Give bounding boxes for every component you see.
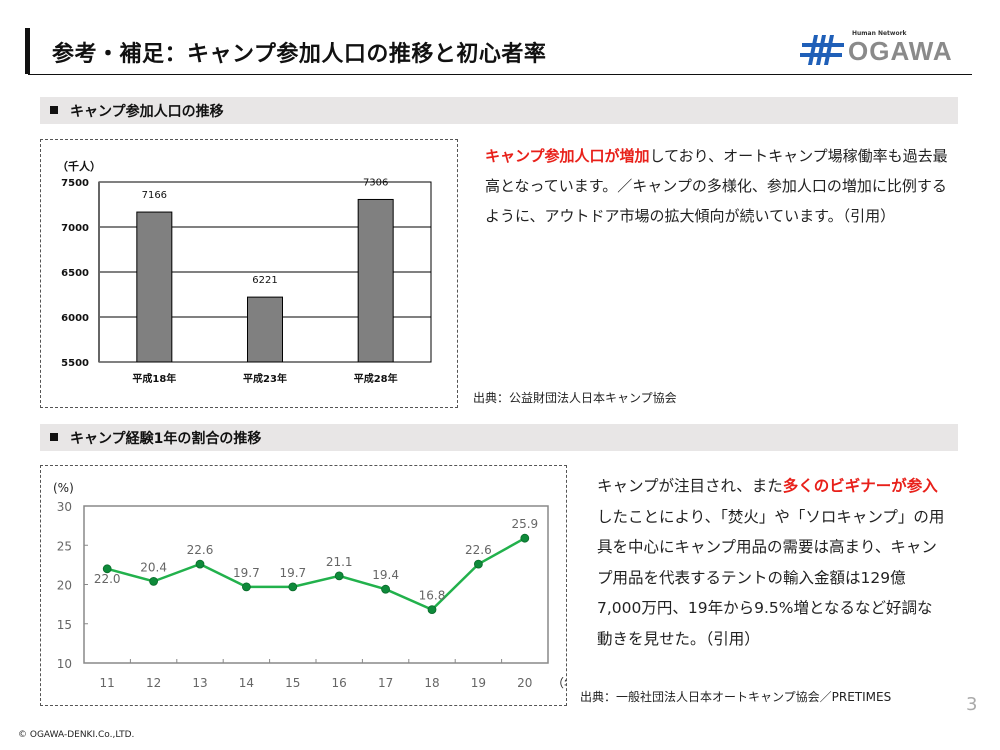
x-tick-label: 19 <box>471 676 486 690</box>
bar-value-label: 7166 <box>142 190 167 201</box>
x-tick-label: 20 <box>517 676 532 690</box>
data-point <box>381 584 391 594</box>
y-tick-label: 6500 <box>61 268 89 279</box>
population-text: しており、オートキャンプ場稼働率も過去最高となっています。／キャンプの多様化、参… <box>485 147 948 225</box>
y-tick-label: 20 <box>57 579 72 593</box>
y-tick-label: 5500 <box>61 358 89 369</box>
beginner-highlight: 多くのビギナーが参入 <box>782 477 938 495</box>
section-heading-population: キャンプ参加人口の推移 <box>40 97 958 124</box>
y-tick-label: 10 <box>57 657 72 671</box>
x-tick-label: 平成23年 <box>243 372 287 385</box>
bar-value-label: 7306 <box>363 177 388 188</box>
bar-chart: 5500 6000 6500 7000 7500 （千人） 7166 平成18年 6221 平成2… <box>57 159 432 385</box>
series-line <box>106 537 526 612</box>
bar-value-label: 6221 <box>252 275 277 286</box>
data-label: 22.0 <box>94 572 121 586</box>
y-tick-label: 6000 <box>61 313 89 324</box>
page-number: 3 <box>966 694 978 715</box>
bar <box>357 198 394 363</box>
data-point <box>102 564 112 574</box>
logo-mark-icon <box>800 35 844 65</box>
x-axis-label: （年） <box>552 676 566 690</box>
data-label: 21.1 <box>326 555 353 569</box>
logo-wordmark: OGAWA <box>848 36 953 66</box>
ogawa-logo: Human Network OGAWA <box>800 30 980 70</box>
x-tick-label: 平成18年 <box>132 372 176 385</box>
y-tick-label: 15 <box>57 618 72 632</box>
title-divider <box>28 74 972 75</box>
line-chart: 10 15 20 25 30 (%) 22.0 11 20.4 12 22.6 13 19.7 14 19.… <box>53 481 588 690</box>
data-point <box>288 582 298 592</box>
section-heading-beginner-rate: キャンプ経験1年の割合の推移 <box>40 424 958 451</box>
y-axis-label: （千人） <box>57 159 101 173</box>
y-tick-label: 7500 <box>61 178 89 189</box>
y-tick-label: 7000 <box>61 223 89 234</box>
x-tick-label: 12 <box>146 676 161 690</box>
data-label: 19.4 <box>372 568 399 582</box>
copyright: © OGAWA-DENKI.Co.,LTD. <box>18 730 135 740</box>
data-label: 19.7 <box>233 566 260 580</box>
data-label: 22.6 <box>465 543 492 557</box>
bar-chart-frame: 5500 6000 6500 7000 7500 （千人） 7166 平成18年 6221 平成2… <box>40 139 458 408</box>
population-source: 出典：公益財団法人日本キャンプ協会 <box>473 391 677 405</box>
data-point <box>241 582 251 592</box>
data-label: 22.6 <box>187 543 214 557</box>
beginner-source: 出典：一般社団法人日本オートキャンプ協会／PRETIMES <box>580 690 892 704</box>
data-point <box>520 533 530 543</box>
data-point <box>334 571 344 581</box>
plot-area <box>83 505 549 664</box>
bullet-square-icon <box>50 106 58 114</box>
data-label: 19.7 <box>279 566 306 580</box>
x-tick-label: 15 <box>285 676 300 690</box>
data-label: 20.4 <box>140 560 167 574</box>
x-tick-label: 11 <box>100 676 115 690</box>
line-chart-frame: 10 15 20 25 30 (%) 22.0 11 20.4 12 22.6 13 19.7 14 19.… <box>40 465 588 706</box>
data-label: 16.8 <box>419 589 446 603</box>
y-axis-label: (%) <box>53 481 74 495</box>
x-tick-label: 14 <box>239 676 254 690</box>
data-point <box>195 559 205 569</box>
x-tick-label: 17 <box>378 676 393 690</box>
data-label: 25.9 <box>511 517 538 531</box>
y-tick-label: 30 <box>57 500 72 514</box>
data-point <box>427 605 437 615</box>
y-tick-label: 25 <box>57 539 72 553</box>
beginner-description: キャンプが注目され、また多くのビギナーが参入したことにより、「焚火」や「ソロキャ… <box>597 471 947 654</box>
bar <box>136 211 173 363</box>
x-tick-label: 18 <box>424 676 439 690</box>
data-point <box>473 559 483 569</box>
bullet-square-icon <box>50 433 58 441</box>
beginner-lead: キャンプが注目され、また <box>597 477 783 495</box>
section-heading-label: キャンプ経験1年の割合の推移 <box>70 431 262 447</box>
logo-tagline: Human Network <box>852 30 907 37</box>
section-heading-label: キャンプ参加人口の推移 <box>70 104 224 120</box>
beginner-text: したことにより、「焚火」や「ソロキャンプ」の用具を中心にキャンプ用品の需要は高ま… <box>597 507 945 648</box>
x-tick-label: 13 <box>192 676 207 690</box>
population-highlight: キャンプ参加人口が増加 <box>485 147 650 165</box>
bar <box>247 296 283 363</box>
title-accent-bar <box>25 28 30 74</box>
x-tick-label: 16 <box>332 676 347 690</box>
data-point <box>149 576 158 586</box>
x-tick-label: 平成28年 <box>354 372 398 385</box>
population-description: キャンプ参加人口が増加しており、オートキャンプ場稼働率も過去最高となっています。… <box>485 141 955 231</box>
page-title: 参考・補足：キャンプ参加人口の推移と初心者率 <box>52 42 547 67</box>
